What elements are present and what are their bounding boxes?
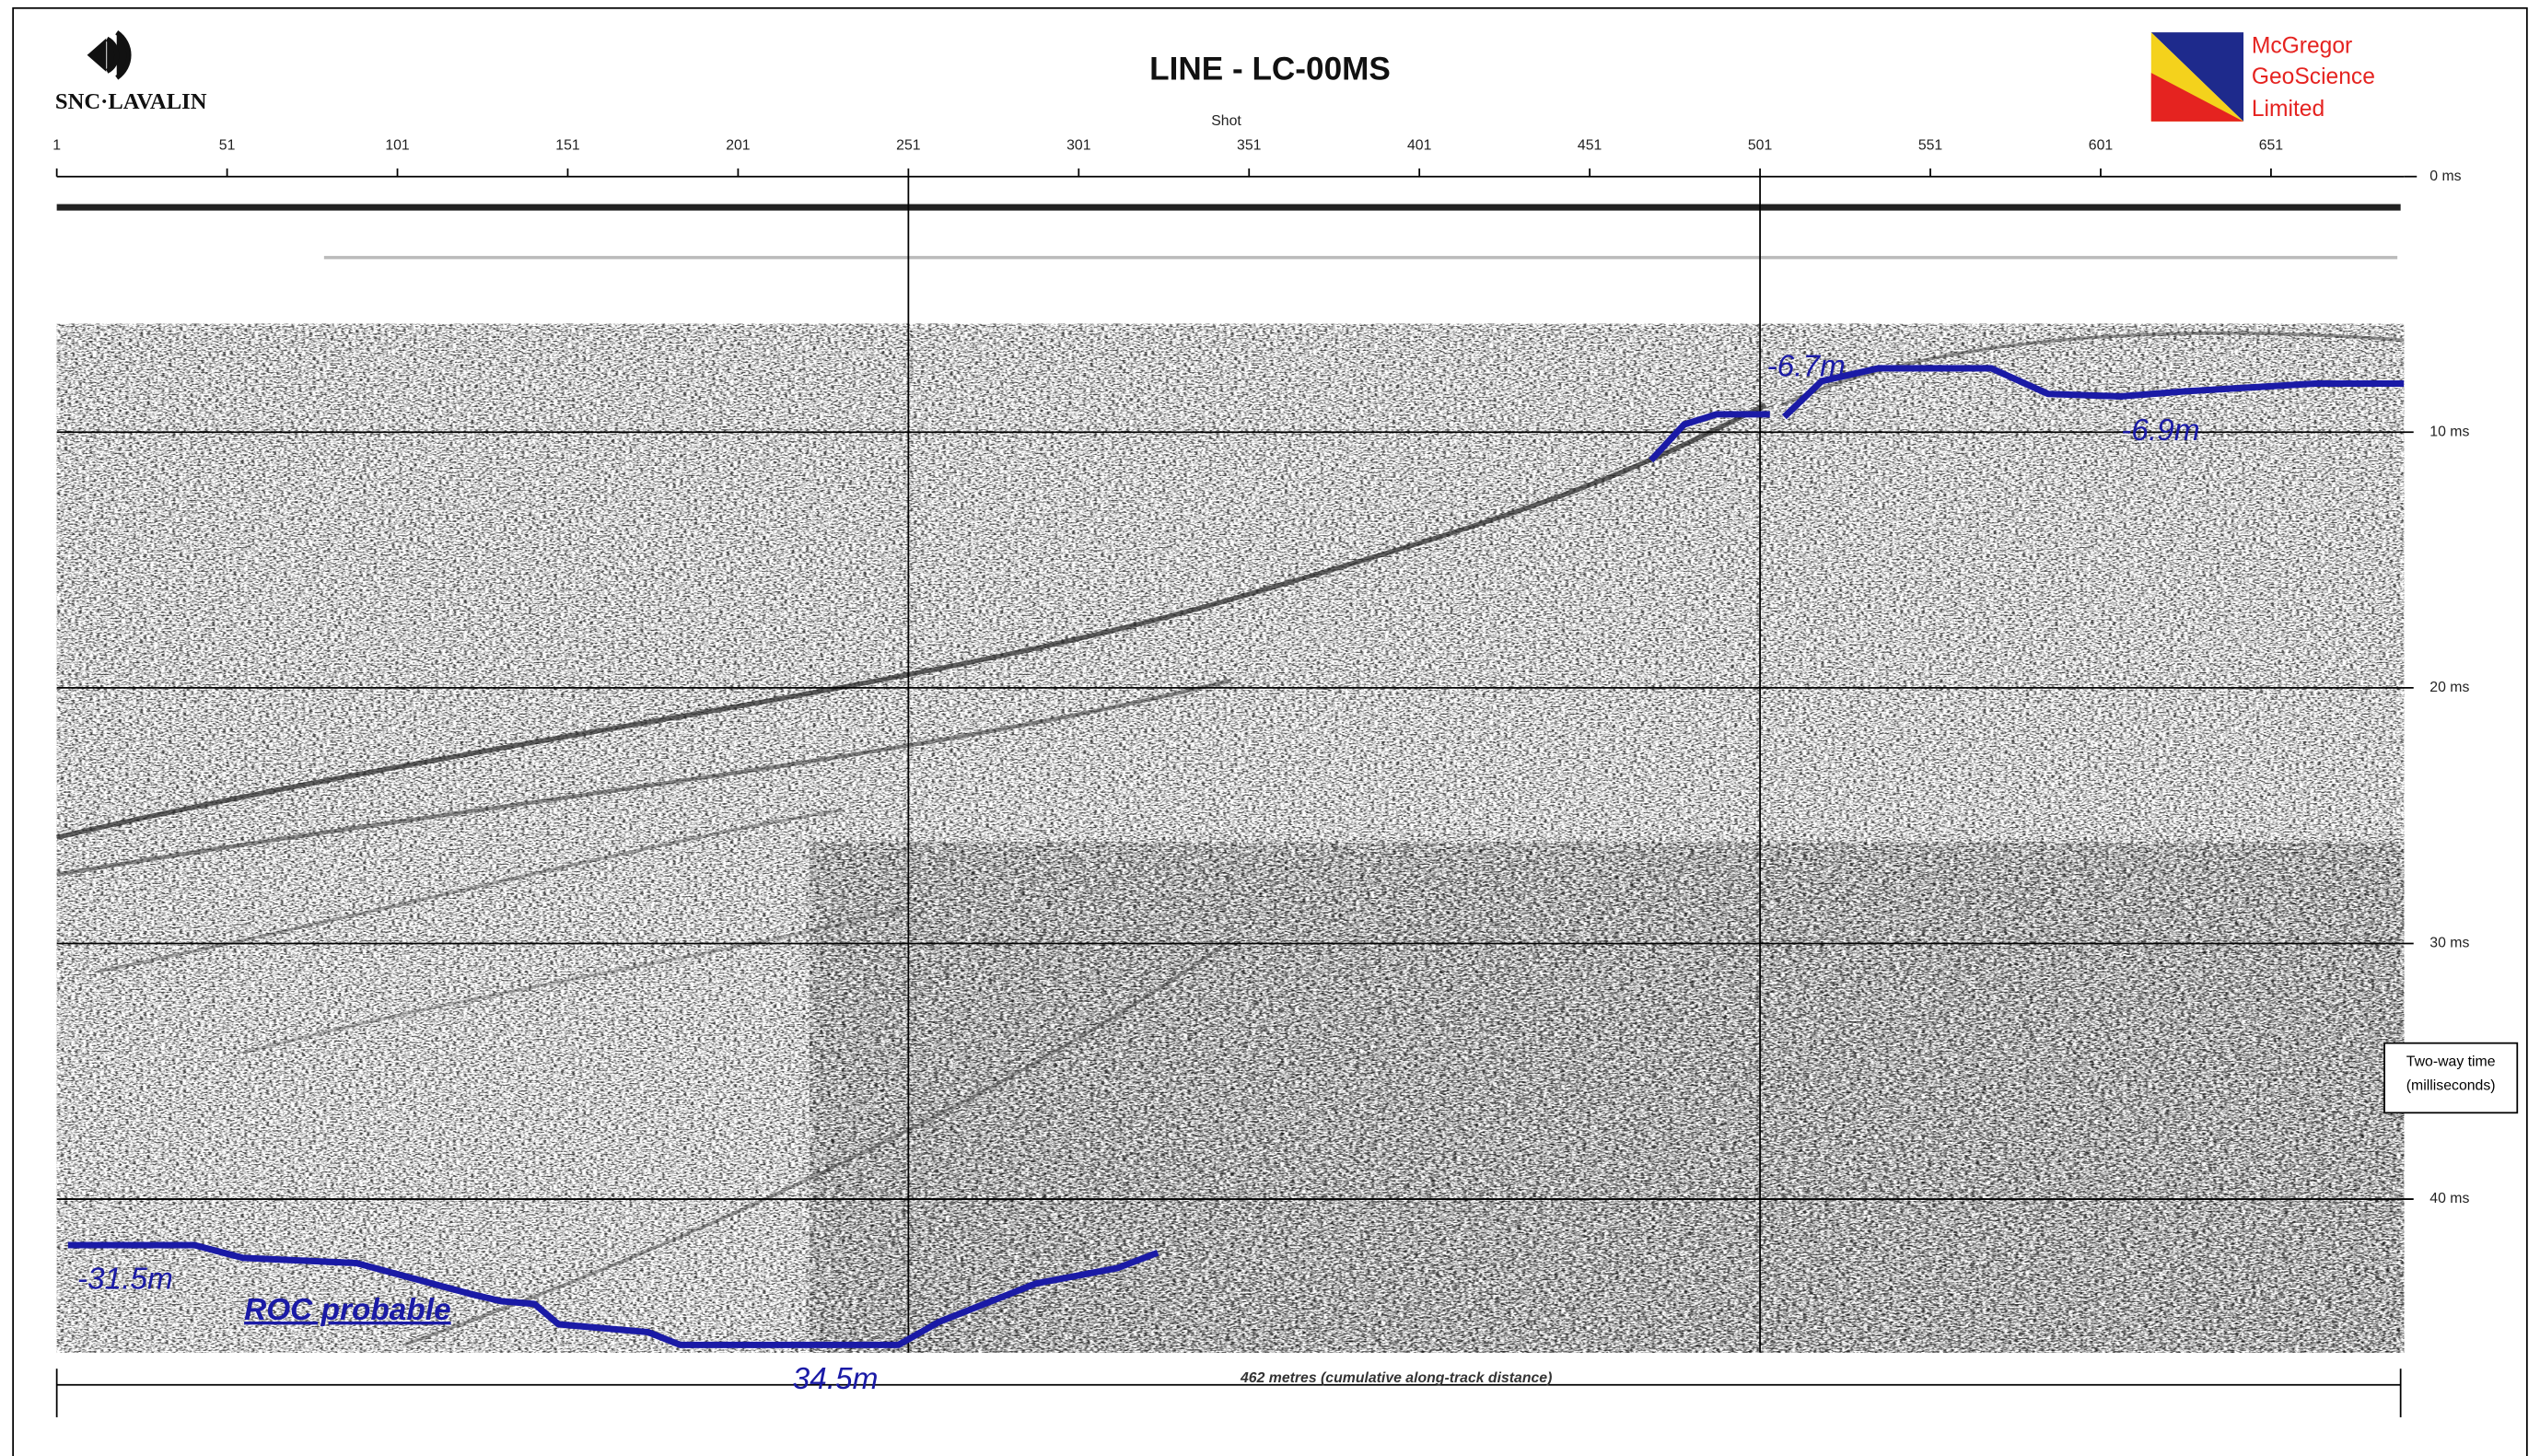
x-tick-label: 1 <box>52 137 61 153</box>
left-logo: SNC·LAVALIN <box>55 89 207 114</box>
horizon-line <box>1781 365 2405 420</box>
annotation: 34.5m <box>793 1362 879 1396</box>
chart-title: LINE - LC-00MS <box>1149 52 1391 87</box>
x-tick-label: 601 <box>2089 137 2114 153</box>
x-tick-label: 501 <box>1748 137 1773 153</box>
x-tick-label: 401 <box>1407 137 1432 153</box>
y-tick-label: 0 ms <box>2429 169 2461 184</box>
x-tick-label: 651 <box>2259 137 2284 153</box>
mcgregor-logo <box>2150 32 2244 122</box>
right-logo-line: GeoScience <box>2252 64 2375 89</box>
x-tick-label: 451 <box>1578 137 1602 153</box>
right-logo-line: McGregor <box>2252 34 2352 59</box>
x-tick-label: 151 <box>555 137 580 153</box>
x-tick-label: 51 <box>219 137 236 153</box>
annotation: ROC probable <box>244 1293 451 1327</box>
right-logo-line: Limited <box>2252 97 2324 122</box>
seismic-texture <box>56 204 2405 1353</box>
y-axis-label: Two-way time (milliseconds) <box>2406 1053 2496 1094</box>
x-tick-label: 301 <box>1066 137 1091 153</box>
distance-label: 462 metres (cumulative along-track dista… <box>1240 1370 1552 1386</box>
y-tick-label: 30 ms <box>2429 936 2469 951</box>
x-tick-label: 551 <box>1918 137 1943 153</box>
x-tick-label: 201 <box>726 137 751 153</box>
y-label-box <box>2383 1042 2519 1114</box>
y-tick-label: 10 ms <box>2429 424 2469 439</box>
x-axis-label: Shot <box>1211 113 1241 129</box>
frame <box>12 6 2528 1456</box>
x-tick-label: 351 <box>1237 137 1262 153</box>
x-tick-label: 101 <box>385 137 410 153</box>
y-tick-label: 20 ms <box>2429 680 2469 695</box>
horizon-line <box>1649 411 1770 463</box>
annotation: -6.7m <box>1766 350 1845 384</box>
annotation: -31.5m <box>77 1263 173 1297</box>
y-tick-label: 40 ms <box>2429 1191 2469 1206</box>
annotation: -6.9m <box>2121 414 2199 448</box>
y-label-wrap: Two-way time (milliseconds) <box>2406 1053 2496 1094</box>
horizon-line <box>67 1241 1159 1348</box>
x-tick-label: 251 <box>896 137 921 153</box>
snc-logo-mark <box>87 30 132 80</box>
